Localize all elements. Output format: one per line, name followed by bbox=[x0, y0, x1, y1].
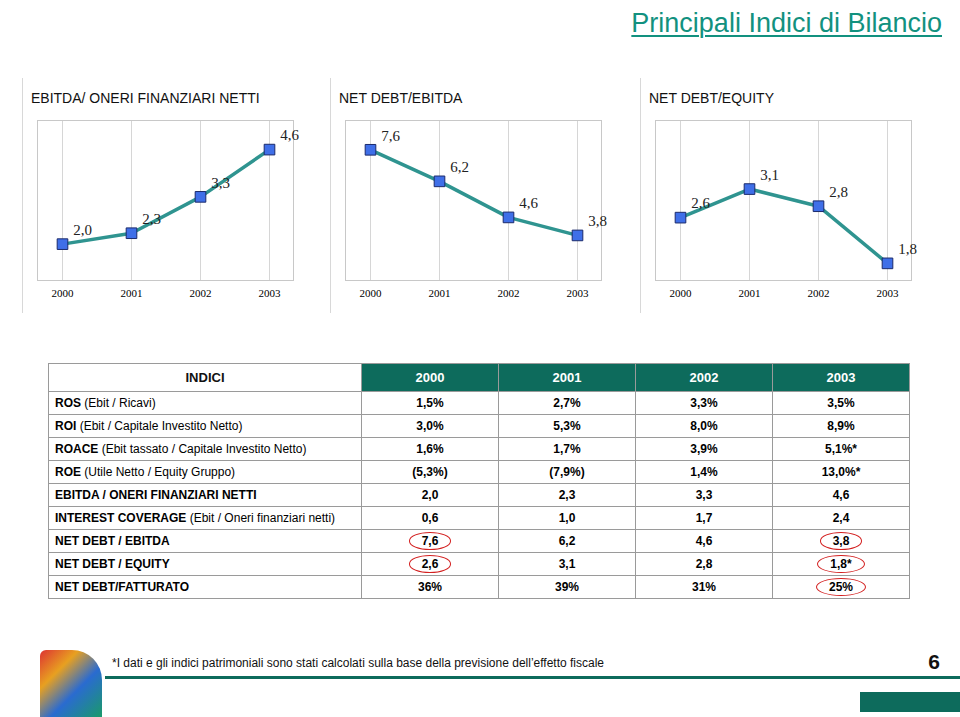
html-text:39%: 39% bbox=[555, 580, 579, 594]
html-text:NET DEBT/EQUITY: NET DEBT/EQUITY bbox=[649, 90, 774, 106]
html-text:25%: 25% bbox=[829, 580, 853, 594]
html-text:2001: 2001 bbox=[552, 370, 582, 385]
svg-text:2000: 2000 bbox=[360, 287, 383, 299]
svg-text:3,8: 3,8 bbox=[588, 213, 607, 229]
html-text:36%: 36% bbox=[418, 580, 442, 594]
svg-text:2003: 2003 bbox=[567, 287, 590, 299]
html-text:1,8*: 1,8* bbox=[830, 557, 852, 571]
svg-text:2001: 2001 bbox=[121, 287, 143, 299]
html-text:1,7: 1,7 bbox=[695, 511, 713, 525]
html-text:3,3: 3,3 bbox=[695, 488, 713, 502]
html-text:EBITDA / ONERI FINANZIARI NETT: EBITDA / ONERI FINANZIARI NETTI bbox=[55, 488, 257, 502]
html-text:(7,9%): (7,9%) bbox=[549, 465, 585, 479]
html-text:*I dati e gli indici patrimoni: *I dati e gli indici patrimoniali sono s… bbox=[112, 656, 604, 670]
html-text:ROE (Utile Netto / Equity Grup: ROE (Utile Netto / Equity Gruppo) bbox=[55, 465, 236, 479]
svg-text:3,1: 3,1 bbox=[760, 167, 779, 183]
html-text:1,5%: 1,5% bbox=[416, 396, 444, 410]
html-text:INDICI: INDICI bbox=[185, 370, 225, 385]
svg-text:6,2: 6,2 bbox=[450, 159, 469, 175]
html-text:INTEREST COVERAGE (Ebit / Oner: INTEREST COVERAGE (Ebit / Oneri finanzia… bbox=[55, 511, 336, 525]
html-text:3,9%: 3,9% bbox=[690, 442, 718, 456]
svg-text:2001: 2001 bbox=[739, 287, 761, 299]
html-text:2002: 2002 bbox=[689, 370, 719, 385]
html-text:2,4: 2,4 bbox=[832, 511, 850, 525]
html-text:31%: 31% bbox=[692, 580, 716, 594]
svg-text:2003: 2003 bbox=[877, 287, 900, 299]
html-text:2,3: 2,3 bbox=[558, 488, 576, 502]
html-text:3,0%: 3,0% bbox=[416, 419, 444, 433]
html-text:8,0%: 8,0% bbox=[690, 419, 718, 433]
svg-text:7,6: 7,6 bbox=[381, 128, 400, 144]
html-text:5,3%: 5,3% bbox=[553, 419, 581, 433]
svg-text:2000: 2000 bbox=[52, 287, 75, 299]
html-text:8,9%: 8,9% bbox=[827, 419, 855, 433]
html-text:NET DEBT/FATTURATO: NET DEBT/FATTURATO bbox=[55, 580, 189, 594]
svg-text:4,6: 4,6 bbox=[280, 127, 299, 143]
html-text:ROI (Ebit / Capitale Investito: ROI (Ebit / Capitale Investito Netto) bbox=[55, 419, 243, 433]
html-text:2000: 2000 bbox=[415, 370, 445, 385]
html-text:2003: 2003 bbox=[826, 370, 856, 385]
html-text:5,1%*: 5,1%* bbox=[825, 442, 857, 456]
svg-text:4,6: 4,6 bbox=[519, 195, 538, 211]
html-text:7,6: 7,6 bbox=[421, 534, 439, 548]
svg-text:2,8: 2,8 bbox=[829, 184, 848, 200]
html-text:13,0%*: 13,0%* bbox=[821, 465, 861, 479]
svg-text:2,3: 2,3 bbox=[142, 211, 161, 227]
html-text:ROS (Ebit / Ricavi): ROS (Ebit / Ricavi) bbox=[55, 396, 156, 410]
svg-text:2000: 2000 bbox=[670, 287, 693, 299]
html-text:3,5%: 3,5% bbox=[827, 396, 855, 410]
html-text:ROACE (Ebit tassato / Capitale: ROACE (Ebit tassato / Capitale Investito… bbox=[55, 442, 307, 456]
html-text:2,6: 2,6 bbox=[421, 557, 439, 571]
svg-text:2003: 2003 bbox=[259, 287, 282, 299]
svg-text:2002: 2002 bbox=[808, 287, 830, 299]
html-text:Principali Indici di Bilancio: Principali Indici di Bilancio bbox=[631, 8, 942, 38]
html-text:2,0: 2,0 bbox=[421, 488, 439, 502]
html-text:1,4%: 1,4% bbox=[690, 465, 718, 479]
html-text:3,1: 3,1 bbox=[558, 557, 576, 571]
html-text:NET DEBT/EBITDA: NET DEBT/EBITDA bbox=[339, 90, 463, 106]
html-text:1,0: 1,0 bbox=[558, 511, 576, 525]
svg-text:2001: 2001 bbox=[429, 287, 451, 299]
svg-text:2,0: 2,0 bbox=[73, 222, 92, 238]
html-text:6,2: 6,2 bbox=[558, 534, 576, 548]
svg-text:2002: 2002 bbox=[190, 287, 212, 299]
html-text:3,3%: 3,3% bbox=[690, 396, 718, 410]
html-text:NET DEBT / EQUITY: NET DEBT / EQUITY bbox=[55, 557, 170, 571]
html-text:1,6%: 1,6% bbox=[416, 442, 444, 456]
html-text:2,8: 2,8 bbox=[695, 557, 713, 571]
html-text:0,6: 0,6 bbox=[421, 511, 439, 525]
svg-text:2002: 2002 bbox=[498, 287, 520, 299]
html-text:3,8: 3,8 bbox=[832, 534, 850, 548]
html-text:1,7%: 1,7% bbox=[553, 442, 581, 456]
html-text:EBITDA/ ONERI FINANZIARI NETTI: EBITDA/ ONERI FINANZIARI NETTI bbox=[31, 90, 260, 106]
svg-text:3,3: 3,3 bbox=[211, 175, 230, 191]
svg-text:2,6: 2,6 bbox=[691, 195, 710, 211]
html-text:(5,3%): (5,3%) bbox=[412, 465, 448, 479]
html-text:NET DEBT / EBITDA: NET DEBT / EBITDA bbox=[55, 534, 170, 548]
html-text:4,6: 4,6 bbox=[695, 534, 713, 548]
html-text:6: 6 bbox=[928, 650, 940, 673]
html-text:2,7%: 2,7% bbox=[553, 396, 581, 410]
html-text:4,6: 4,6 bbox=[832, 488, 850, 502]
svg-text:1,8: 1,8 bbox=[898, 241, 917, 257]
